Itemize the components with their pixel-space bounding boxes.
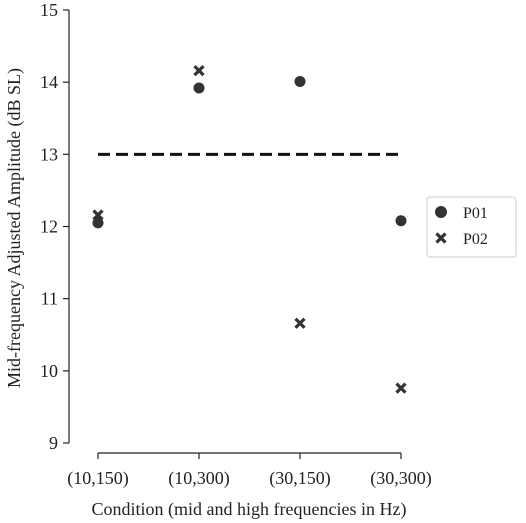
x-tick-label: (10,150) (67, 468, 129, 489)
data-point-p01 (294, 75, 306, 87)
legend-marker-p02 (435, 232, 447, 244)
y-tick-label: 14 (40, 72, 58, 92)
data-point-p01 (193, 82, 205, 94)
y-tick-label: 9 (49, 433, 58, 453)
legend-label-p02: P02 (463, 231, 488, 248)
data-point-p01 (395, 215, 407, 227)
data-point-p02 (193, 64, 205, 77)
x-tick-label: (10,300) (168, 468, 230, 489)
data-point-p02 (395, 382, 407, 394)
axes-layer: 9 10 11 12 13 14 15 (10,150) (10,300) (30,150) (30… (40, 0, 432, 489)
y-tick-label: 13 (40, 144, 58, 164)
data-points-layer (92, 64, 407, 394)
data-point-p02 (294, 317, 306, 329)
y-tick-label: 11 (41, 289, 58, 309)
legend-label-p01: P01 (463, 205, 488, 222)
data-point-p01 (92, 217, 104, 229)
legend: P01 P02 (426, 196, 517, 258)
x-tick-label: (30,150) (269, 468, 331, 489)
x-axis-label: Condition (mid and high frequencies in H… (92, 499, 407, 520)
y-tick-label: 10 (40, 361, 58, 381)
data-point-p02 (92, 209, 104, 221)
legend-box (426, 196, 517, 258)
legend-marker-p01 (435, 206, 447, 218)
y-tick-label: 12 (40, 217, 58, 237)
y-axis-label: Mid-frequency Adjusted Amplitude (dB SL) (4, 68, 25, 388)
y-tick-label: 15 (40, 0, 58, 20)
x-tick-label: (30,300) (370, 468, 432, 489)
